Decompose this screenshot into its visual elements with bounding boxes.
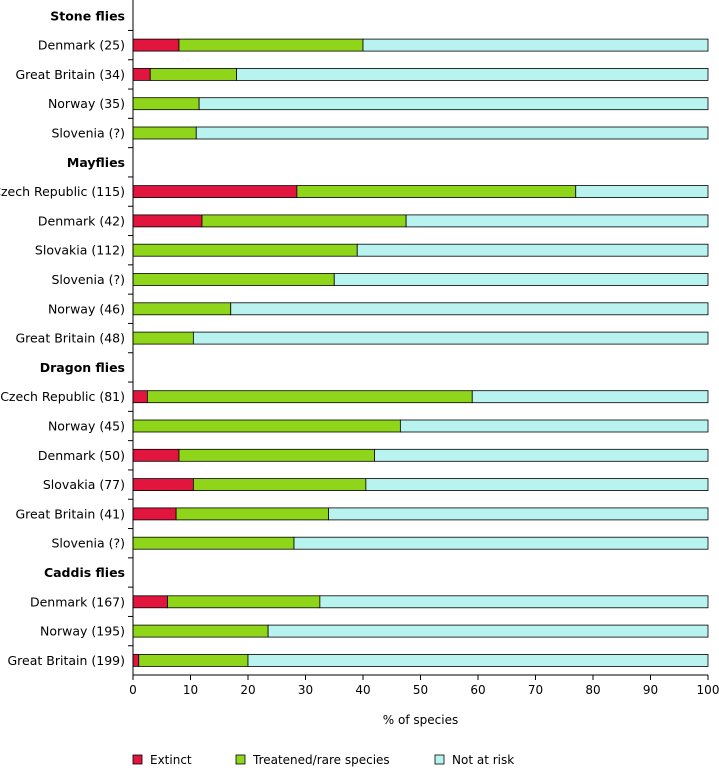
bar-not-at-risk <box>195 126 709 140</box>
bar-extinct <box>132 390 148 404</box>
bar-label: Norway (35) <box>48 96 125 111</box>
bar-not-at-risk <box>399 419 709 433</box>
bar-label: Denmark (50) <box>38 448 125 463</box>
bar-not-at-risk <box>374 448 709 462</box>
legend-threatened-swatch <box>235 754 246 765</box>
bar-threatened <box>132 97 200 111</box>
x-tick-label: 20 <box>240 683 255 697</box>
bar-extinct <box>132 38 180 52</box>
bar-threatened <box>167 595 321 609</box>
bar-not-at-risk <box>247 654 709 667</box>
bar-not-at-risk <box>267 624 709 638</box>
x-tick-label: 10 <box>183 683 198 697</box>
bar-threatened <box>132 419 401 433</box>
bar-not-at-risk <box>362 38 709 52</box>
x-tick-label: 60 <box>470 683 485 697</box>
bar-threatened <box>132 536 295 550</box>
bar-threatened <box>132 302 232 316</box>
bar-label: Denmark (25) <box>38 38 125 53</box>
legend-extinct-swatch <box>132 754 143 765</box>
bar-threatened <box>178 448 375 462</box>
bar-label: Slovakia (77) <box>43 477 125 492</box>
bar-not-at-risk <box>293 536 709 550</box>
bar-label: Denmark (167) <box>30 594 125 609</box>
bar-not-at-risk <box>198 97 709 111</box>
bar-extinct <box>132 448 180 462</box>
bar-not-at-risk <box>471 390 709 404</box>
bar-label: Czech Republic (81) <box>0 389 125 404</box>
bar-threatened <box>178 38 364 52</box>
bar-threatened <box>138 654 249 667</box>
bar-threatened <box>175 507 329 521</box>
bar-not-at-risk <box>328 507 709 521</box>
bar-label: Denmark (42) <box>38 213 125 228</box>
bar-label: Norway (195) <box>40 624 125 639</box>
bar-label: Slovenia (?) <box>51 272 125 287</box>
bar-threatened <box>149 68 237 81</box>
bar-label: Slovenia (?) <box>51 536 125 551</box>
bar-label: Great Britain (199) <box>7 653 125 668</box>
legend-not-at-risk-label: Not at risk <box>452 753 514 767</box>
bar-threatened <box>296 185 577 199</box>
bar-extinct <box>132 185 298 199</box>
bar-not-at-risk <box>236 68 709 81</box>
bar-extinct <box>132 478 194 492</box>
bar-label: Slovakia (112) <box>35 243 125 258</box>
x-tick-label: 0 <box>129 683 137 697</box>
bar-extinct <box>132 595 168 609</box>
bar-not-at-risk <box>319 595 709 609</box>
x-tick-label: 40 <box>355 683 370 697</box>
bar-label: Norway (46) <box>48 301 125 316</box>
legend-extinct-label: Extinct <box>150 753 192 767</box>
bar-not-at-risk <box>192 331 709 345</box>
bar-label: Norway (45) <box>48 419 125 434</box>
bar-label: Great Britain (48) <box>15 331 125 346</box>
bar-label: Slovenia (?) <box>51 126 125 141</box>
legend-not-at-risk-swatch <box>434 754 445 765</box>
group-title: Caddis flies <box>44 565 125 580</box>
bar-not-at-risk <box>575 185 709 199</box>
x-tick-label: 70 <box>528 683 543 697</box>
bar-extinct <box>132 654 140 667</box>
bar-not-at-risk <box>356 243 709 257</box>
x-tick-label: 80 <box>585 683 600 697</box>
bar-threatened <box>132 126 197 140</box>
bar-extinct <box>132 214 203 228</box>
group-title: Dragon flies <box>40 360 125 375</box>
x-axis-label: % of species <box>383 713 458 727</box>
bar-threatened <box>132 331 194 345</box>
bar-not-at-risk <box>405 214 709 228</box>
bar-threatened <box>132 624 269 638</box>
group-title: Stone flies <box>50 8 125 23</box>
legend-threatened-label: Treatened/rare species <box>252 753 390 767</box>
group-title: Mayflies <box>67 155 125 170</box>
bar-threatened <box>132 243 358 257</box>
bar-threatened <box>146 390 473 404</box>
x-tick-label: 100 <box>697 683 719 697</box>
x-tick-label: 90 <box>643 683 658 697</box>
bar-extinct <box>132 68 151 81</box>
bar-label: Great Britain (34) <box>15 67 125 82</box>
bar-label: Great Britain (41) <box>15 506 125 521</box>
bar-not-at-risk <box>333 273 709 286</box>
x-tick-label: 50 <box>413 683 428 697</box>
bar-threatened <box>192 478 367 492</box>
bar-not-at-risk <box>365 478 709 492</box>
bar-threatened <box>201 214 407 228</box>
bar-extinct <box>132 507 177 521</box>
bar-not-at-risk <box>230 302 709 316</box>
bar-threatened <box>132 273 335 286</box>
x-tick-label: 30 <box>298 683 313 697</box>
bar-label: Czech Republic (115) <box>0 184 125 199</box>
